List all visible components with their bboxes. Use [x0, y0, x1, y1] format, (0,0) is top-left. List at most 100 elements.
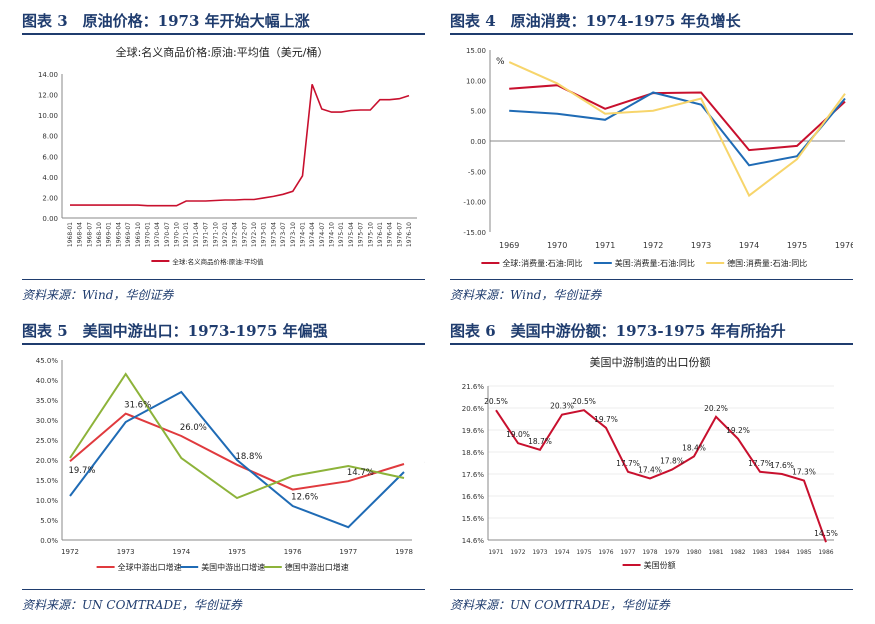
- x-tick-label: 1984: [774, 549, 789, 556]
- x-tick-label: 1974: [172, 548, 190, 556]
- x-tick-label: 1981: [708, 549, 723, 556]
- x-tick-label: 1976-07: [396, 222, 403, 247]
- data-label: 20.3%: [550, 402, 574, 411]
- x-tick-label: 1969-04: [115, 222, 122, 247]
- y-tick-label: 15.6%: [462, 515, 485, 523]
- y-tick-label: 0.00: [42, 215, 58, 223]
- x-tick-label: 1976: [598, 549, 613, 556]
- data-label: 19.7%: [594, 415, 618, 424]
- data-label: 20.5%: [572, 397, 596, 406]
- y-tick-label: 40.0%: [36, 377, 59, 385]
- midstream-export-chart: 0.0% 5.0% 10.0% 15.0% 20.0% 25.0% 30.0% 35.0% 40…: [36, 357, 425, 572]
- x-tick-label: 1971-10: [212, 222, 219, 247]
- x-tick-label: 1976: [284, 548, 302, 556]
- x-tick-label: 1971-07: [203, 222, 210, 247]
- data-label: 17.7%: [748, 459, 772, 468]
- y-tick-label: 0.0%: [40, 537, 58, 545]
- x-tick-label: 1975: [576, 549, 591, 556]
- x-tick-label: 1977: [620, 549, 635, 556]
- x-tick-label: 1973-04: [270, 222, 277, 247]
- x-tick-label: 1975-01: [338, 222, 345, 247]
- y-tick-label: 20.0%: [36, 457, 59, 465]
- x-tick-label: 1969-01: [106, 222, 113, 247]
- panel-4-bottom-rule: [450, 589, 853, 590]
- x-tick-label: 1970-10: [174, 222, 181, 247]
- x-tick-label: 1973: [532, 549, 547, 556]
- data-label: 18.8%: [235, 452, 262, 462]
- x-tick-label: 1971-01: [183, 222, 190, 247]
- panel-2-bottom-rule: [450, 279, 853, 280]
- y-tick-label: 20.6%: [462, 405, 485, 413]
- series-line-3: [508, 61, 846, 198]
- data-label: 17.4%: [638, 465, 662, 474]
- panel-1-bottom-rule: [22, 279, 425, 280]
- panel-2-heading: 图表 4 原油消费：1974-1975 年负增长: [450, 12, 741, 30]
- y-tick-label: 15.0%: [36, 477, 59, 485]
- y-tick-label: 4.00: [42, 174, 58, 182]
- x-tick-label: 1978: [642, 549, 657, 556]
- x-tick-label: 1970-04: [154, 222, 161, 247]
- oil-consumption-chart: -15.00 -10.00 -5.00 0.00 5.00 10.00 15.00% 1969…: [463, 47, 853, 268]
- x-tick-label: 1972: [643, 241, 663, 250]
- legend-entry: 德国中游出口增速: [285, 562, 349, 572]
- x-tick-label: 1982: [730, 549, 745, 556]
- y-tick-label: 10.00: [466, 77, 486, 85]
- y-tick-label: 18.6%: [462, 449, 485, 457]
- y-tick-label: 5.0%: [40, 517, 58, 525]
- data-label: 17.3%: [792, 468, 816, 477]
- panel-4-source: 资料来源：UN COMTRADE，华创证券: [450, 598, 670, 612]
- x-tick-label: 1972: [510, 549, 525, 556]
- legend-entry: 全球中游出口增速: [118, 562, 182, 572]
- legend-entry: 美国中游出口增速: [201, 562, 265, 572]
- data-label: 14.7%: [347, 468, 374, 478]
- x-tick-label: 1971: [595, 241, 615, 250]
- data-label: 26.0%: [180, 423, 207, 433]
- y-tick-label: -15.00: [463, 229, 486, 237]
- x-tick-label: 1968-01: [67, 222, 74, 247]
- y-tick-label: 8.00: [42, 133, 58, 141]
- x-tick-label: 1978: [395, 548, 413, 556]
- x-tick-label: 1974: [554, 549, 569, 556]
- x-tick-label: 1975-07: [358, 222, 365, 247]
- x-tick-label: 1974-07: [319, 222, 326, 247]
- x-tick-label: 1980: [686, 549, 701, 556]
- x-tick-label: 1973-10: [290, 222, 297, 247]
- x-tick-label: 1985: [796, 549, 811, 556]
- x-tick-label: 1970-07: [164, 222, 171, 247]
- x-tick-label: 1975-10: [367, 222, 374, 247]
- data-label: 19.0%: [506, 430, 530, 439]
- x-tick-label: 1973: [691, 241, 711, 250]
- x-tick-label: 1974-01: [299, 222, 306, 247]
- data-label: 31.6%: [124, 401, 151, 411]
- x-tick-label: 1970: [547, 241, 567, 250]
- x-tick-label: 1976-10: [406, 222, 413, 247]
- x-tick-label: 1973-07: [280, 222, 287, 247]
- legend-entry: 全球:消费量:石油:同比: [502, 258, 582, 268]
- x-tick-label: 1971: [488, 549, 503, 556]
- y-tick-label: 21.6%: [462, 383, 485, 391]
- y-tick-label: 25.0%: [36, 437, 59, 445]
- y-tick-label: 5.00: [470, 108, 486, 116]
- x-tick-label: 1972-01: [222, 222, 229, 247]
- y-tick-label: 6.00: [42, 153, 58, 161]
- x-tick-label: 1971-04: [193, 222, 200, 247]
- x-tick-label: 1972: [61, 548, 79, 556]
- data-label: 19.0%: [424, 461, 425, 471]
- panel-2-rule: [450, 33, 853, 35]
- data-label: 17.7%: [616, 459, 640, 468]
- x-tick-label: 1969-07: [125, 222, 132, 247]
- data-label: 18.4%: [682, 443, 706, 452]
- chart-title: 全球:名义商品价格:原油:平均值（美元/桶）: [116, 45, 329, 59]
- y-tick-label: 14.00: [38, 71, 58, 79]
- y-tick-label: 16.6%: [462, 493, 485, 501]
- x-tick-label: 1975: [228, 548, 246, 556]
- x-tick-label: 1974-10: [329, 222, 336, 247]
- data-label: 17.8%: [660, 457, 684, 466]
- series-line-1: [69, 412, 405, 491]
- x-tick-label: 1986: [818, 549, 833, 556]
- panel-2-source: 资料来源：Wind，华创证券: [450, 288, 602, 302]
- x-tick-label: 1975-04: [348, 222, 355, 247]
- legend-entry: 美国份额: [644, 560, 676, 570]
- x-tick-label: 1969-10: [135, 222, 142, 247]
- series-line-3: [69, 372, 405, 500]
